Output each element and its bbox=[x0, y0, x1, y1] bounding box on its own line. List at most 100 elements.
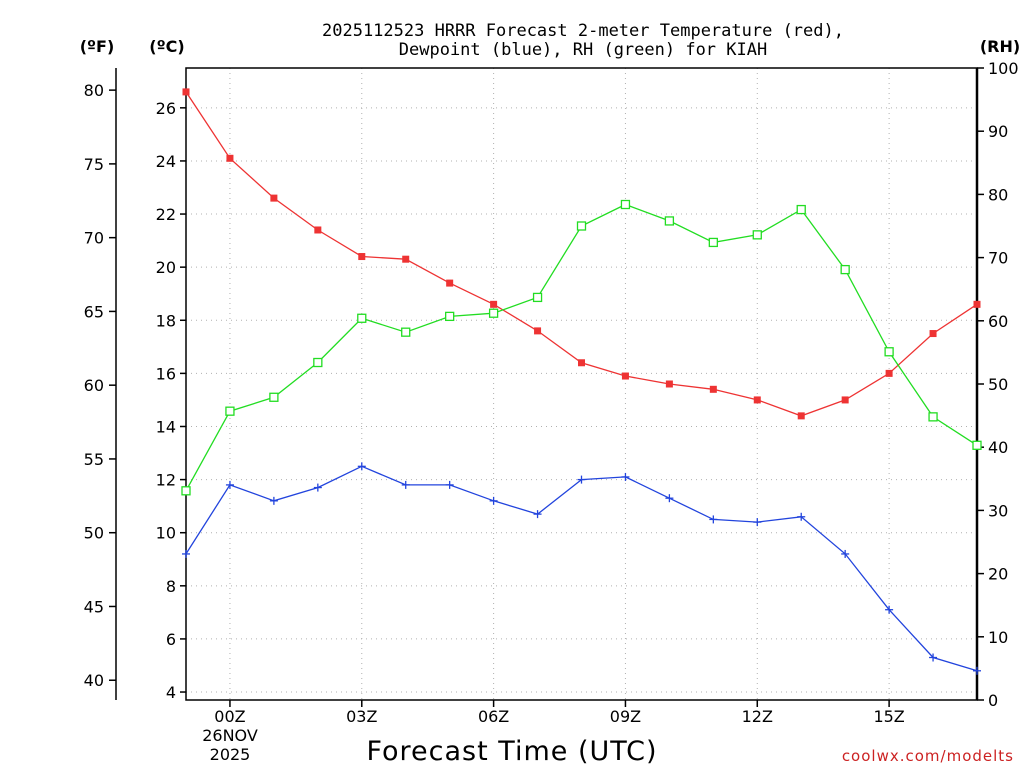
fahrenheit-tick-label-70: 70 bbox=[84, 229, 104, 248]
date-label-line1: 26NOV bbox=[202, 726, 258, 745]
rh-tick-label-90: 90 bbox=[988, 122, 1008, 141]
dewpoint-point-14 bbox=[797, 512, 806, 521]
rh-point-10 bbox=[620, 199, 631, 210]
x-tick-label-03Z: 03Z bbox=[346, 707, 377, 726]
x-tick-label-09Z: 09Z bbox=[610, 707, 641, 726]
rh-point-18 bbox=[972, 440, 982, 450]
rh-point-17 bbox=[928, 412, 938, 422]
dewpoint-point-0 bbox=[182, 549, 190, 558]
rh-point-4 bbox=[357, 313, 367, 323]
watermark: coolwx.com/modelts bbox=[842, 747, 1014, 765]
fahrenheit-tick-label-60: 60 bbox=[84, 376, 104, 395]
grid-lines bbox=[186, 68, 977, 700]
temperature-point-18 bbox=[973, 300, 981, 308]
rh-point-3 bbox=[313, 357, 323, 368]
dewpoint-point-4 bbox=[357, 462, 366, 471]
x-tick-label-06Z: 06Z bbox=[478, 707, 509, 726]
rh-point-13 bbox=[752, 230, 762, 240]
temperature-point-0 bbox=[182, 88, 190, 96]
temperature-point-11 bbox=[665, 380, 673, 388]
temperature-point-17 bbox=[929, 330, 937, 338]
celsius-tick-label-8: 8 bbox=[166, 577, 176, 596]
celsius-tick-label-16: 16 bbox=[156, 364, 176, 383]
celsius-tick-label-4: 4 bbox=[166, 683, 176, 702]
fahrenheit-tick-label-40: 40 bbox=[84, 671, 104, 690]
dewpoint-point-13 bbox=[753, 518, 762, 527]
fahrenheit-tick-label-65: 65 bbox=[84, 302, 104, 321]
rh-point-11 bbox=[664, 216, 675, 226]
temperature-point-5 bbox=[402, 255, 410, 263]
rh-tick-label-60: 60 bbox=[988, 312, 1008, 331]
fahrenheit-axis-unit-label: (ºF) bbox=[80, 37, 115, 56]
rh-point-9 bbox=[576, 221, 587, 231]
temperature-point-2 bbox=[270, 194, 278, 202]
rh-tick-label-80: 80 bbox=[988, 185, 1008, 204]
dewpoint-point-12 bbox=[709, 515, 718, 524]
celsius-axis-unit-label: (ºC) bbox=[149, 37, 184, 56]
rh-point-12 bbox=[708, 237, 718, 248]
temperature-point-13 bbox=[753, 396, 761, 404]
temperature-point-15 bbox=[841, 396, 849, 404]
x-tick-label-00Z: 00Z bbox=[214, 707, 245, 726]
temperature-point-9 bbox=[578, 359, 585, 367]
rh-point-2 bbox=[269, 392, 279, 402]
rh-point-7 bbox=[488, 308, 499, 318]
celsius-tick-label-10: 10 bbox=[156, 524, 176, 543]
rh-tick-label-10: 10 bbox=[988, 628, 1008, 647]
dewpoint-point-18 bbox=[973, 666, 981, 675]
rh-point-8 bbox=[532, 292, 543, 303]
dewpoint-point-7 bbox=[489, 496, 498, 505]
x-tick-label-12Z: 12Z bbox=[742, 707, 773, 726]
dewpoint-line bbox=[185, 465, 978, 672]
rh-tick-label-40: 40 bbox=[988, 438, 1008, 457]
temperature-point-1 bbox=[226, 154, 234, 162]
axes: 4 6 8 10 12 14 16 18 20 22 24 26 40 45 50 55 60 65 70 75 80 0… bbox=[84, 59, 1019, 726]
celsius-tick-label-6: 6 bbox=[166, 630, 176, 649]
fahrenheit-tick-label-50: 50 bbox=[84, 524, 104, 543]
plot-frame bbox=[185, 67, 978, 701]
rh-point-15 bbox=[840, 264, 850, 275]
dewpoint-point-6 bbox=[445, 480, 454, 489]
celsius-tick-label-18: 18 bbox=[156, 311, 176, 330]
celsius-tick-label-22: 22 bbox=[156, 205, 176, 224]
celsius-tick-label-26: 26 bbox=[156, 99, 176, 118]
chart-title-line2: Dewpoint (blue), RH (green) for KIAH bbox=[399, 40, 767, 60]
rh-tick-label-70: 70 bbox=[988, 249, 1008, 268]
celsius-tick-label-24: 24 bbox=[156, 152, 176, 171]
dewpoint-point-3 bbox=[313, 483, 322, 492]
dewpoint-point-8 bbox=[533, 510, 542, 519]
rh-line bbox=[185, 203, 978, 492]
temperature-point-8 bbox=[534, 327, 542, 335]
temperature-point-14 bbox=[797, 412, 805, 420]
fahrenheit-tick-label-45: 45 bbox=[84, 597, 104, 616]
temperature-point-12 bbox=[709, 385, 717, 393]
fahrenheit-tick-label-75: 75 bbox=[84, 155, 104, 174]
celsius-tick-label-12: 12 bbox=[156, 471, 176, 490]
chart-title-line1: 2025112523 HRRR Forecast 2-meter Tempera… bbox=[322, 21, 844, 41]
rh-point-1 bbox=[225, 406, 235, 416]
temperature-point-7 bbox=[490, 300, 498, 308]
dewpoint-point-17 bbox=[929, 653, 938, 662]
rh-tick-label-20: 20 bbox=[988, 565, 1008, 584]
temperature-point-16 bbox=[885, 369, 893, 377]
temperature-point-6 bbox=[446, 279, 454, 287]
temperature-point-10 bbox=[621, 372, 629, 380]
rh-point-5 bbox=[401, 327, 411, 337]
dewpoint-point-11 bbox=[665, 494, 674, 503]
rh-point-16 bbox=[884, 347, 894, 357]
date-label-line2: 2025 bbox=[210, 745, 251, 764]
dewpoint-point-10 bbox=[621, 472, 630, 481]
dewpoint-point-16 bbox=[885, 605, 894, 614]
rh-point-6 bbox=[445, 311, 455, 322]
dewpoint-point-9 bbox=[577, 475, 586, 484]
dewpoint-point-2 bbox=[269, 496, 278, 505]
temperature-point-4 bbox=[358, 253, 366, 261]
rh-tick-label-0: 0 bbox=[988, 691, 998, 710]
celsius-tick-label-14: 14 bbox=[156, 417, 176, 436]
dewpoint-point-1 bbox=[225, 480, 234, 489]
rh-point-0 bbox=[181, 486, 191, 496]
rh-tick-label-100: 100 bbox=[988, 59, 1019, 78]
rh-tick-label-30: 30 bbox=[988, 501, 1008, 520]
temperature-point-3 bbox=[314, 226, 322, 234]
